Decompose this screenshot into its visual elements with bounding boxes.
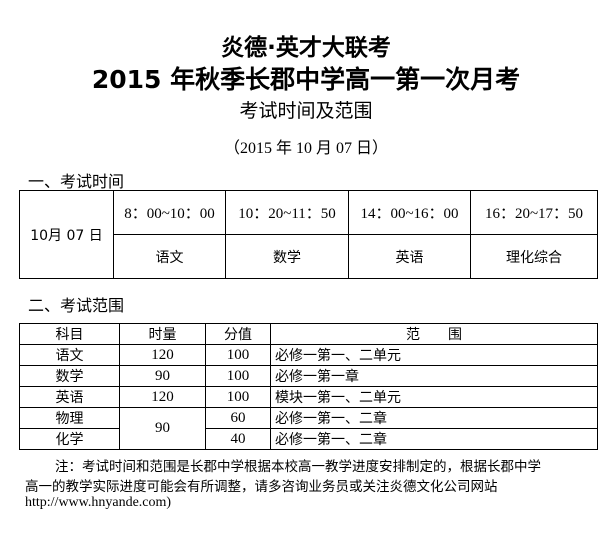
table-header-row: 科目 时量 分值 范 围: [19, 323, 598, 345]
slot-time: 16：20~17：50: [470, 190, 598, 235]
scope-cell: 必修一第一、二单元: [270, 344, 598, 366]
subject-cell: 化学: [19, 428, 120, 450]
duration-cell: 90: [119, 407, 206, 450]
note-line2: 高一的教学实际进度可能会有所调整，请多咨询业务员或关注炎德文化公司网站: [25, 479, 498, 495]
column-header: 分值: [205, 323, 271, 345]
slot-time: 10：20~11：50: [225, 190, 349, 235]
exam-scope-table: 科目 时量 分值 范 围 语文 120 100 必修一第一、二单元 数学 90 …: [19, 323, 598, 450]
slot-subject: 英语: [348, 234, 471, 279]
table-row: 语文 120 100 必修一第一、二单元: [19, 344, 598, 366]
slot-subject: 理化综合: [470, 234, 598, 279]
slot-time: 14：00~16：00: [348, 190, 471, 235]
score-cell: 60: [205, 407, 271, 429]
column-header: 时量: [119, 323, 206, 345]
date-line: （2015 年 10 月 07 日）: [223, 140, 388, 157]
column-header: 范 围: [270, 323, 598, 345]
section1-heading: 一、考试时间: [28, 172, 125, 191]
score-cell: 100: [205, 365, 271, 387]
duration-cell: 120: [119, 344, 206, 366]
exam-date: 10月 07 日: [19, 190, 114, 279]
subject-cell: 英语: [19, 386, 120, 408]
table-row: 物理 90 60 必修一第一、二章: [19, 407, 598, 450]
subject-cell: 语文: [19, 344, 120, 366]
exam-time-table: 10月 07 日 8：00~10：00 10：20~11：50 14：00~16…: [19, 190, 598, 279]
subject-cell: 物理: [19, 407, 120, 429]
score-cell: 40: [205, 428, 271, 450]
table-row: 数学 90 100 必修一第一章: [19, 365, 598, 387]
column-header: 科目: [19, 323, 120, 345]
duration-cell: 120: [119, 386, 206, 408]
section2-heading: 二、考试范围: [28, 296, 125, 315]
note-line1: 注：考试时间和范围是长郡中学根据本校高一教学进度安排制定的，根据长郡中学: [55, 459, 541, 475]
duration-cell: 90: [119, 365, 206, 387]
table-row: 英语 120 100 模块一第一、二单元: [19, 386, 598, 408]
table-row: 化学 40 必修一第一、二章: [19, 428, 598, 450]
note-url: http://www.hnyande.com): [25, 495, 172, 510]
slot-subject: 数学: [225, 234, 349, 279]
scope-cell: 必修一第一、二章: [270, 407, 598, 429]
title-line1: 炎德·英才大联考: [221, 35, 391, 61]
slot-subject: 语文: [113, 234, 226, 279]
title-line3: 考试时间及范围: [239, 100, 373, 122]
score-cell: 100: [205, 344, 271, 366]
title-line2: 2015 年秋季长郡中学高一第一次月考: [91, 65, 521, 94]
scope-cell: 必修一第一章: [270, 365, 598, 387]
subject-cell: 数学: [19, 365, 120, 387]
slot-time: 8：00~10：00: [113, 190, 226, 235]
score-cell: 100: [205, 386, 271, 408]
scope-cell: 必修一第一、二章: [270, 428, 598, 450]
scope-cell: 模块一第一、二单元: [270, 386, 598, 408]
